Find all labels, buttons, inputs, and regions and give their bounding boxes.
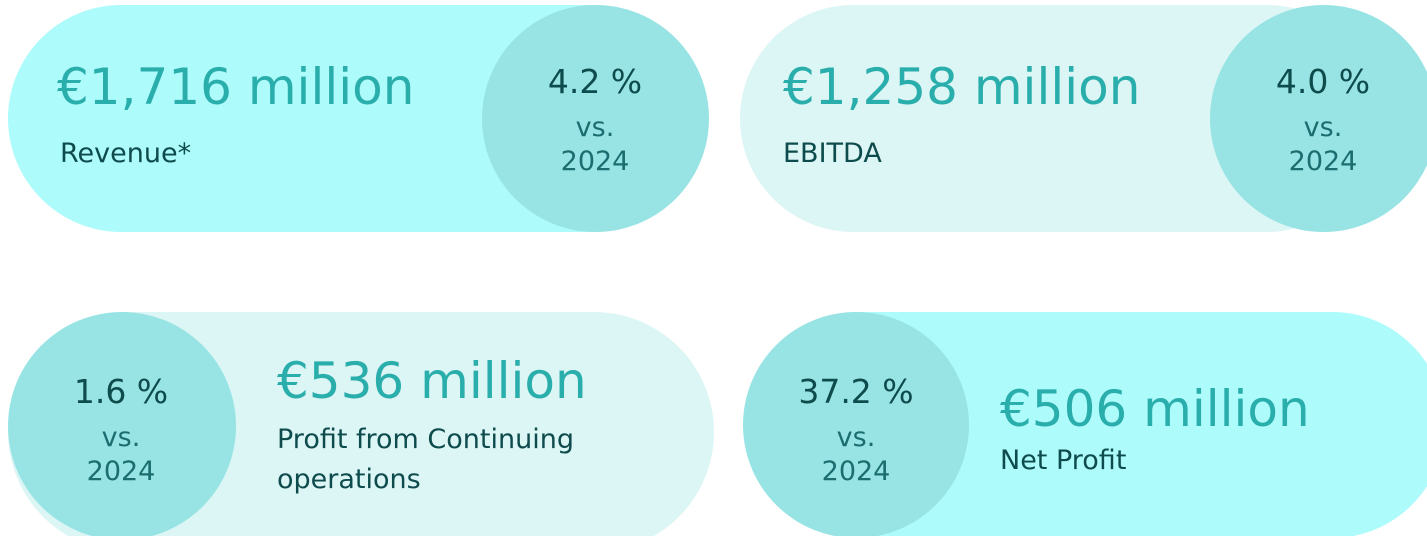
kpi-value: €506 million: [1000, 380, 1310, 438]
kpi-year: 2024: [1288, 146, 1358, 177]
kpi-vs: vs.: [101, 422, 141, 453]
kpi-label: Net Profit: [1000, 445, 1127, 476]
kpi-change: 4.2 %: [547, 62, 643, 101]
kpi-vs: vs.: [1303, 112, 1343, 143]
change-circle: [1210, 5, 1427, 232]
kpi-year: 2024: [86, 456, 156, 487]
change-circle: [743, 312, 969, 536]
kpi-vs: vs.: [836, 422, 876, 453]
kpi-change: 37.2 %: [798, 372, 914, 411]
kpi-label: Revenue*: [60, 138, 192, 169]
kpi-change: 4.0 %: [1275, 62, 1371, 101]
kpi-label: Profit from Continuing operations: [277, 424, 574, 495]
kpi-change: 1.6 %: [73, 372, 169, 411]
kpi-value: €1,716 million: [57, 58, 415, 116]
change-circle: [8, 312, 236, 536]
kpi-vs: vs.: [575, 112, 615, 143]
change-circle: [482, 5, 709, 232]
kpi-year: 2024: [821, 456, 891, 487]
kpi-value: €1,258 million: [783, 58, 1141, 116]
kpi-year: 2024: [560, 146, 630, 177]
kpi-label: EBITDA: [783, 138, 882, 169]
kpi-value: €536 million: [277, 352, 587, 410]
